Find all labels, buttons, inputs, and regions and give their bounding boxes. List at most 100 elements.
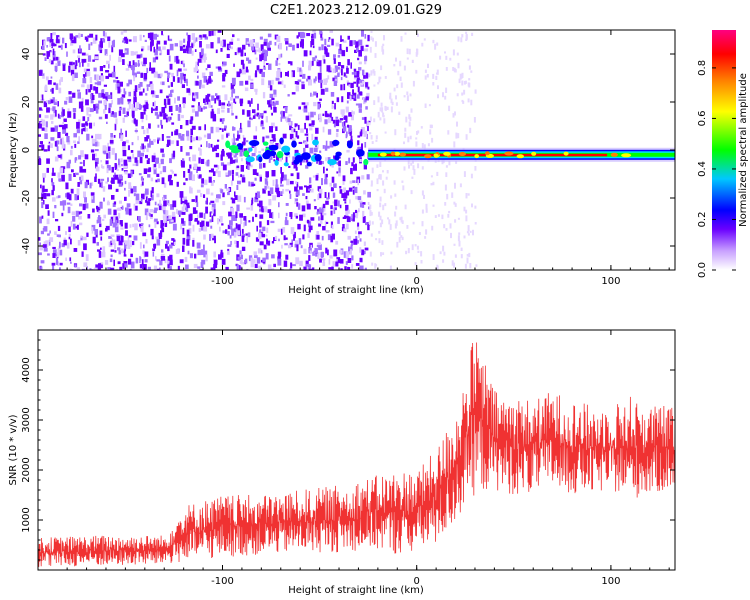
heatmap-noise-cell — [78, 215, 82, 220]
heatmap-noise-cell — [131, 110, 135, 117]
heatmap-noise-cell — [284, 38, 289, 42]
snr-series-line — [38, 342, 675, 567]
heatmap-faint-cell — [405, 250, 408, 255]
heatmap-noise-cell — [342, 40, 347, 43]
heatmap-noise-cell — [131, 142, 134, 146]
heatmap-noise-cell — [181, 218, 184, 224]
heatmap-faint-cell — [470, 173, 473, 179]
heatmap-noise-cell — [82, 203, 86, 211]
heatmap-noise-cell — [40, 266, 43, 270]
heatmap-noise-cell — [260, 228, 264, 235]
heatmap-noise-cell — [254, 196, 259, 203]
heatmap-noise-cell — [50, 114, 54, 120]
heatmap-noise-cell — [71, 211, 76, 215]
heatmap-noise-cell — [278, 63, 281, 66]
heatmap-noise-cell — [180, 137, 185, 141]
heatmap-noise-cell — [214, 238, 216, 244]
heatmap-faint-cell — [473, 117, 476, 123]
heatmap-noise-cell — [276, 57, 279, 61]
heatmap-noise-cell — [351, 264, 354, 269]
heatmap-faint-cell — [376, 164, 379, 168]
heatmap-noise-cell — [324, 119, 328, 125]
heatmap-noise-cell — [147, 174, 151, 178]
heatmap-noise-cell — [241, 228, 244, 234]
heatmap-noise-cell — [51, 172, 56, 176]
heatmap-faint-cell — [382, 112, 385, 117]
heatmap-noise-cell — [88, 43, 91, 50]
heatmap-noise-cell — [172, 216, 176, 223]
heatmap-noise-cell — [325, 221, 329, 224]
heatmap-noise-cell — [335, 119, 340, 127]
heatmap-faint-cell — [377, 111, 380, 118]
heatmap-noise-cell — [39, 145, 42, 148]
heatmap-noise-cell — [221, 120, 224, 124]
heatmap-noise-cell — [229, 157, 233, 164]
heatmap-noise-cell — [318, 193, 322, 199]
heatmap-noise-cell — [44, 133, 48, 139]
heatmap-noise-cell — [84, 126, 86, 132]
heatmap-noise-cell — [258, 200, 263, 208]
heatmap-noise-cell — [240, 59, 244, 65]
heatmap-noise-cell — [322, 226, 326, 231]
heatmap-faint-cell — [379, 222, 382, 228]
heatmap-noise-cell — [241, 233, 245, 238]
heatmap-noise-cell — [273, 159, 276, 162]
heatmap-noise-cell — [348, 187, 353, 192]
heatmap-noise-cell — [320, 37, 324, 41]
heatmap-noise-cell — [351, 114, 354, 121]
heatmap-noise-cell — [99, 49, 103, 54]
heatmap-noise-cell — [275, 143, 279, 148]
heatmap-noise-cell — [110, 113, 115, 117]
heatmap-noise-cell — [134, 62, 137, 67]
heatmap-noise-cell — [68, 173, 72, 181]
heatmap-noise-cell — [346, 100, 349, 104]
heatmap-noise-cell — [358, 108, 362, 113]
heatmap-noise-cell — [112, 221, 116, 228]
heatmap-faint-cell — [474, 166, 477, 171]
heatmap-faint-cell — [471, 203, 473, 208]
heatmap-noise-cell — [269, 126, 273, 133]
heatmap-noise-cell — [67, 108, 70, 114]
heatmap-noise-cell — [266, 42, 271, 48]
heatmap-noise-cell — [296, 35, 299, 39]
heatmap-noise-cell — [114, 250, 117, 253]
heatmap-noise-cell — [59, 201, 64, 206]
heatmap-noise-cell — [274, 42, 277, 46]
heatmap-noise-cell — [326, 44, 331, 47]
heatmap-noise-cell — [320, 81, 323, 89]
heatmap-noise-cell — [230, 241, 232, 246]
heatmap-noise-cell — [179, 46, 183, 51]
heatmap-noise-cell — [87, 214, 91, 219]
heatmap-faint-cell — [431, 225, 434, 231]
heatmap-noise-cell — [56, 35, 60, 42]
heatmap-noise-cell — [343, 72, 346, 77]
heatmap-noise-cell — [79, 166, 83, 173]
heatmap-noise-cell — [204, 179, 208, 186]
heatmap-noise-cell — [190, 135, 193, 143]
heatmap-noise-cell — [169, 158, 172, 164]
heatmap-noise-cell — [273, 237, 277, 241]
heatmap-faint-cell — [425, 229, 428, 235]
heatmap-noise-cell — [223, 61, 227, 66]
heatmap-noise-cell — [349, 199, 351, 204]
heatmap-noise-cell — [291, 127, 294, 133]
heatmap-noise-cell — [91, 93, 94, 97]
heatmap-noise-cell — [364, 48, 369, 52]
heatmap-noise-cell — [38, 70, 43, 76]
heatmap-noise-cell — [111, 99, 113, 105]
heatmap-faint-cell — [435, 75, 438, 80]
heatmap-noise-cell — [177, 113, 181, 121]
heatmap-noise-cell — [261, 115, 264, 119]
heatmap-faint-cell — [447, 130, 450, 135]
heatmap-noise-cell — [184, 199, 187, 205]
heatmap-noise-cell — [350, 135, 353, 141]
heatmap-faint-cell — [400, 216, 403, 223]
heatmap-noise-cell — [359, 265, 364, 270]
heatmap-noise-cell — [114, 153, 117, 161]
heatmap-noise-cell — [133, 75, 136, 79]
heatmap-noise-cell — [282, 111, 285, 118]
heatmap-noise-cell — [249, 39, 254, 47]
heatmap-noise-cell — [254, 113, 258, 117]
heatmap-noise-cell — [116, 235, 121, 242]
heatmap-noise-cell — [76, 129, 81, 134]
